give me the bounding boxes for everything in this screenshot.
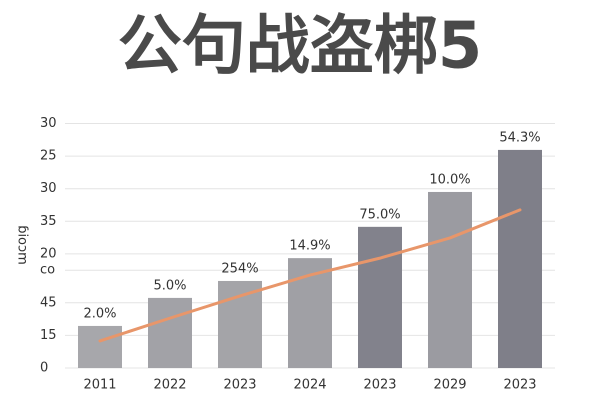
chart-title: 公句战盗梆5	[118, 10, 483, 84]
bar-annotation: 5.0%	[153, 278, 186, 293]
bar	[428, 191, 472, 368]
y-tick-label: co	[40, 263, 55, 278]
y-tick-label: 15	[40, 328, 57, 343]
x-tick-label: 2023	[363, 378, 396, 393]
y-tick-label: 0	[40, 361, 48, 376]
x-tick-label: 2023	[503, 378, 536, 393]
x-tick-label: 2023	[223, 378, 256, 393]
trend-line	[98, 208, 522, 343]
bar	[358, 226, 402, 368]
bar-annotation: 2.0%	[83, 306, 116, 321]
bar-annotation: 254%	[221, 261, 258, 276]
y-tick-label: 45	[40, 295, 57, 310]
x-tick-label: 2022	[153, 378, 186, 393]
bar	[148, 297, 192, 368]
bar	[78, 325, 122, 368]
bar	[218, 280, 262, 368]
bar-annotation: 54.3%	[499, 130, 540, 145]
y-tick-label: 25	[40, 149, 57, 164]
x-tick-label: 2024	[293, 378, 326, 393]
y-tick-label: 20	[40, 246, 57, 261]
bar-annotation: 10.0%	[429, 172, 470, 187]
y-axis-label: ɓioɔm	[15, 225, 30, 265]
x-tick-label: 2011	[83, 378, 116, 393]
y-tick-label: 35	[40, 214, 57, 229]
bar-annotation: 14.9%	[289, 239, 330, 254]
y-tick-label: 30	[40, 116, 57, 131]
bar-annotation: 75.0%	[359, 207, 400, 222]
y-tick-label: 30	[40, 181, 57, 196]
x-tick-label: 2029	[433, 378, 466, 393]
bar	[498, 149, 542, 368]
